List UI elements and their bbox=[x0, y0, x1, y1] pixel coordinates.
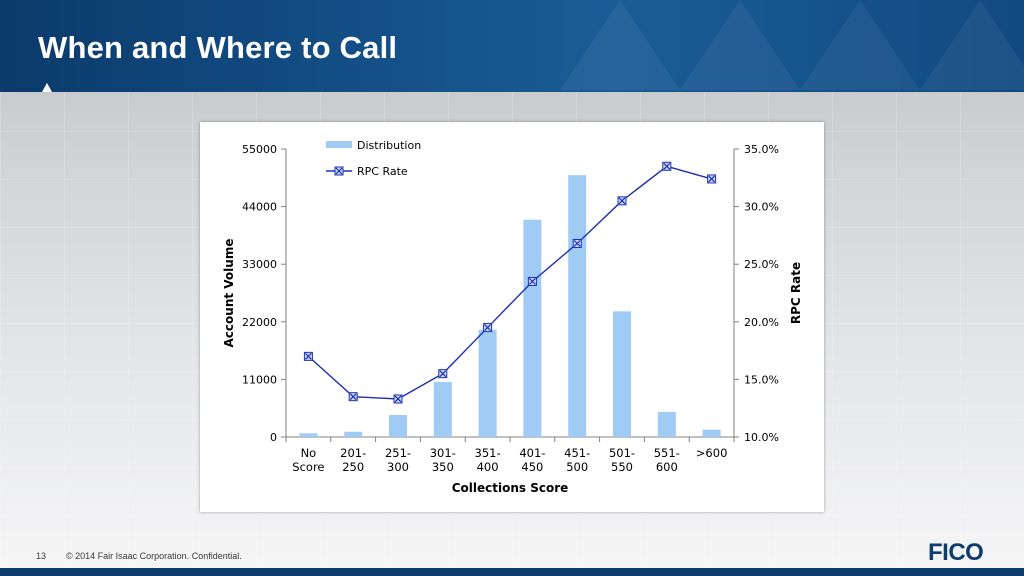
y-tick-label-left: 11000 bbox=[242, 373, 277, 386]
x-tick-label: 551- bbox=[654, 446, 680, 460]
x-tick-label: 351- bbox=[475, 446, 501, 460]
fico-logo: FICO bbox=[928, 539, 984, 566]
x-tick-label: Score bbox=[292, 460, 324, 474]
marker-x-rpc-rate bbox=[439, 370, 447, 378]
x-tick-label: 301- bbox=[430, 446, 456, 460]
x-tick-label: 350 bbox=[432, 460, 454, 474]
marker-x-rpc-rate bbox=[304, 352, 312, 360]
x-tick-label: 500 bbox=[566, 460, 588, 474]
bar-distribution bbox=[478, 329, 497, 437]
footer-bar bbox=[0, 568, 1024, 576]
legend-swatch-distribution bbox=[326, 141, 352, 148]
y-tick-label-left: 0 bbox=[270, 431, 277, 444]
x-tick-label: >600 bbox=[696, 446, 728, 460]
bar-distribution bbox=[299, 433, 318, 437]
x-tick-label: 201- bbox=[340, 446, 366, 460]
y-axis-title-right: RPC Rate bbox=[789, 262, 803, 324]
y-tick-label-right: 35.0% bbox=[744, 143, 779, 156]
chart-panel: 0 11000 22000 33000 44000 55000 10.0% 15.0% 20.0… bbox=[200, 122, 824, 512]
y-tick-label-right: 10.0% bbox=[744, 431, 779, 444]
y-axis-title-left: Account Volume bbox=[222, 239, 236, 348]
bar-distribution bbox=[568, 175, 587, 437]
bar-distribution bbox=[433, 382, 452, 437]
copyright-text: © 2014 Fair Isaac Corporation. Confident… bbox=[66, 551, 242, 561]
x-tick-label: 401- bbox=[519, 446, 545, 460]
legend-label-rpc-rate: RPC Rate bbox=[357, 165, 408, 178]
x-tick-label: 501- bbox=[609, 446, 635, 460]
x-tick-label: 451- bbox=[564, 446, 590, 460]
x-tick-label: 600 bbox=[656, 460, 678, 474]
y-tick-label-left: 33000 bbox=[242, 258, 277, 271]
y-tick-label-right: 30.0% bbox=[744, 201, 779, 214]
marker-x-rpc-rate bbox=[573, 240, 581, 247]
marker-x-rpc-rate bbox=[618, 197, 626, 205]
y-tick-label-right: 20.0% bbox=[744, 316, 779, 329]
bar-distribution bbox=[702, 429, 721, 437]
x-axis-title: Collections Score bbox=[452, 481, 569, 495]
x-tick-label: 250 bbox=[342, 460, 364, 474]
slide-header: When and Where to Call bbox=[0, 0, 1024, 92]
y-tick-label-left: 22000 bbox=[242, 316, 277, 329]
y-tick-label-left: 44000 bbox=[242, 201, 277, 214]
bar-distribution bbox=[523, 219, 542, 437]
caret-up-icon bbox=[42, 83, 52, 92]
marker-x-rpc-rate bbox=[708, 175, 716, 183]
bar-distribution bbox=[344, 431, 363, 437]
marker-x-rpc-rate bbox=[663, 162, 671, 170]
combo-chart: 0 11000 22000 33000 44000 55000 10.0% 15.0% 20.0… bbox=[222, 139, 803, 495]
bar-distribution bbox=[613, 311, 631, 437]
line-rpc-rate bbox=[307, 165, 712, 400]
bar-distribution bbox=[389, 415, 407, 437]
y-tick-label-right: 15.0% bbox=[744, 373, 779, 386]
x-tick-label: 550 bbox=[611, 460, 633, 474]
bar-distribution bbox=[657, 411, 676, 437]
x-tick-label: 300 bbox=[387, 460, 409, 474]
y-tick-label-right: 25.0% bbox=[744, 258, 779, 271]
marker-x-rpc-rate bbox=[484, 324, 492, 331]
x-tick-label: No bbox=[301, 446, 317, 460]
marker-x-rpc-rate bbox=[394, 395, 402, 403]
legend-marker-x-rpc-rate bbox=[335, 167, 343, 175]
x-tick-label: 251- bbox=[385, 446, 411, 460]
y-tick-label-left: 55000 bbox=[242, 143, 277, 156]
x-tick-label: 450 bbox=[521, 460, 543, 474]
slide-title: When and Where to Call bbox=[38, 30, 398, 65]
x-tick-label: 400 bbox=[477, 460, 499, 474]
page-number: 13 bbox=[36, 551, 47, 561]
marker-x-rpc-rate bbox=[528, 278, 536, 285]
legend-label-distribution: Distribution bbox=[357, 139, 421, 152]
marker-x-rpc-rate bbox=[349, 393, 357, 401]
